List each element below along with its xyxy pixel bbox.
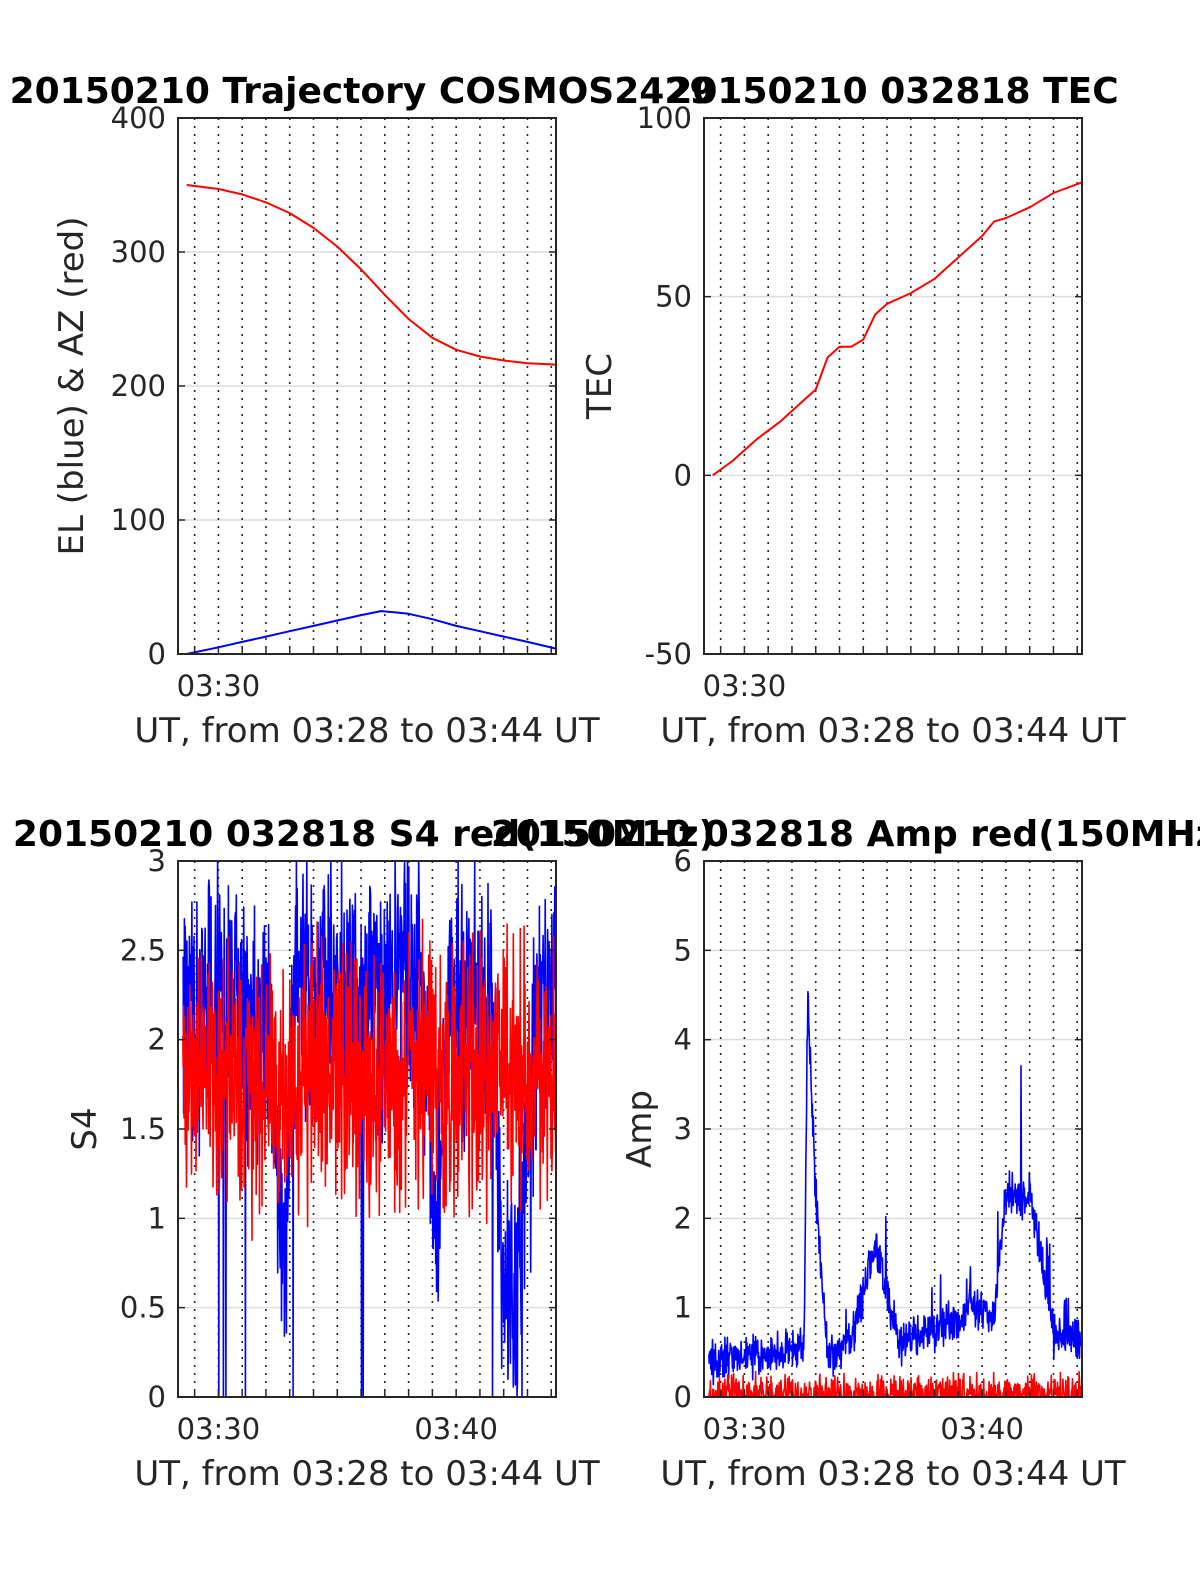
x-axis-label: UT, from 03:28 to 03:44 UT xyxy=(134,711,600,751)
panel-tec: 20150210 032818 TEC -50 0 50 100 03:30 UT, f… xyxy=(580,71,1126,751)
series-line xyxy=(182,918,557,1241)
series-line xyxy=(708,990,1083,1386)
y-tick-label: 4 xyxy=(674,1023,692,1057)
series-line xyxy=(708,1370,1083,1398)
x-tick-label: 03:30 xyxy=(177,669,261,703)
y-axis-label: TEC xyxy=(580,353,620,420)
chart-title: 20150210 032818 TEC xyxy=(667,71,1118,112)
x-tick-label: 03:30 xyxy=(703,669,787,703)
y-tick-label: 2 xyxy=(674,1201,692,1235)
x-tick-label: 03:40 xyxy=(940,1412,1024,1446)
y-tick-label: 0 xyxy=(674,458,692,492)
y-tick-label: 200 xyxy=(111,369,166,403)
y-tick-label: 1 xyxy=(674,1291,692,1325)
panel-s4: 20150210 032818 S4 red(150MHz) 0 0.5 1 1.5 2… xyxy=(13,814,715,1494)
y-axis-label: Amp xyxy=(620,1090,660,1168)
chart-title: 20150210 032818 Amp red(150MHz) xyxy=(491,814,1200,855)
chart-title: 20150210 032818 S4 red(150MHz) xyxy=(13,814,715,855)
y-tick-label: 0 xyxy=(674,1380,692,1414)
y-tick-label: 0 xyxy=(148,1380,166,1414)
y-tick-label: 6 xyxy=(674,844,692,878)
y-tick-label: 400 xyxy=(111,101,166,135)
y-tick-label: 0.5 xyxy=(120,1291,166,1325)
y-tick-label: 1.5 xyxy=(120,1112,166,1146)
panel-amp: 20150210 032818 Amp red(150MHz) 0 1 2 3 4 5 6 0… xyxy=(491,814,1200,1494)
y-tick-label: 100 xyxy=(637,101,692,135)
chart-title: 20150210 Trajectory COSMOS2429 xyxy=(10,71,715,112)
x-tick-label: 03:40 xyxy=(414,1412,498,1446)
y-tick-label: 300 xyxy=(111,235,166,269)
y-tick-label: 0 xyxy=(148,637,166,671)
series-line xyxy=(186,610,557,655)
x-axis-label: UT, from 03:28 to 03:44 UT xyxy=(660,1454,1126,1494)
x-axis-label: UT, from 03:28 to 03:44 UT xyxy=(134,1454,600,1494)
x-tick-label: 03:30 xyxy=(703,1412,787,1446)
series-line xyxy=(186,184,557,366)
y-tick-label: 3 xyxy=(148,844,166,878)
y-tick-label: 100 xyxy=(111,503,166,537)
y-tick-label: 3 xyxy=(674,1112,692,1146)
x-tick-label: 03:30 xyxy=(177,1412,261,1446)
series-line xyxy=(712,181,1083,477)
y-tick-label: 2.5 xyxy=(120,933,166,967)
y-axis-label: S4 xyxy=(65,1107,105,1150)
plot-frame xyxy=(703,117,1083,655)
y-tick-label: -50 xyxy=(645,637,692,671)
y-tick-label: 2 xyxy=(148,1023,166,1057)
panel-trajectory: 20150210 Trajectory COSMOS2429 0 100 200 30… xyxy=(10,71,715,751)
x-axis-label: UT, from 03:28 to 03:44 UT xyxy=(660,711,1126,751)
y-tick-label: 5 xyxy=(674,933,692,967)
y-tick-label: 1 xyxy=(148,1201,166,1235)
y-tick-label: 50 xyxy=(655,280,692,314)
y-axis-label: EL (blue) & AZ (red) xyxy=(52,216,92,555)
